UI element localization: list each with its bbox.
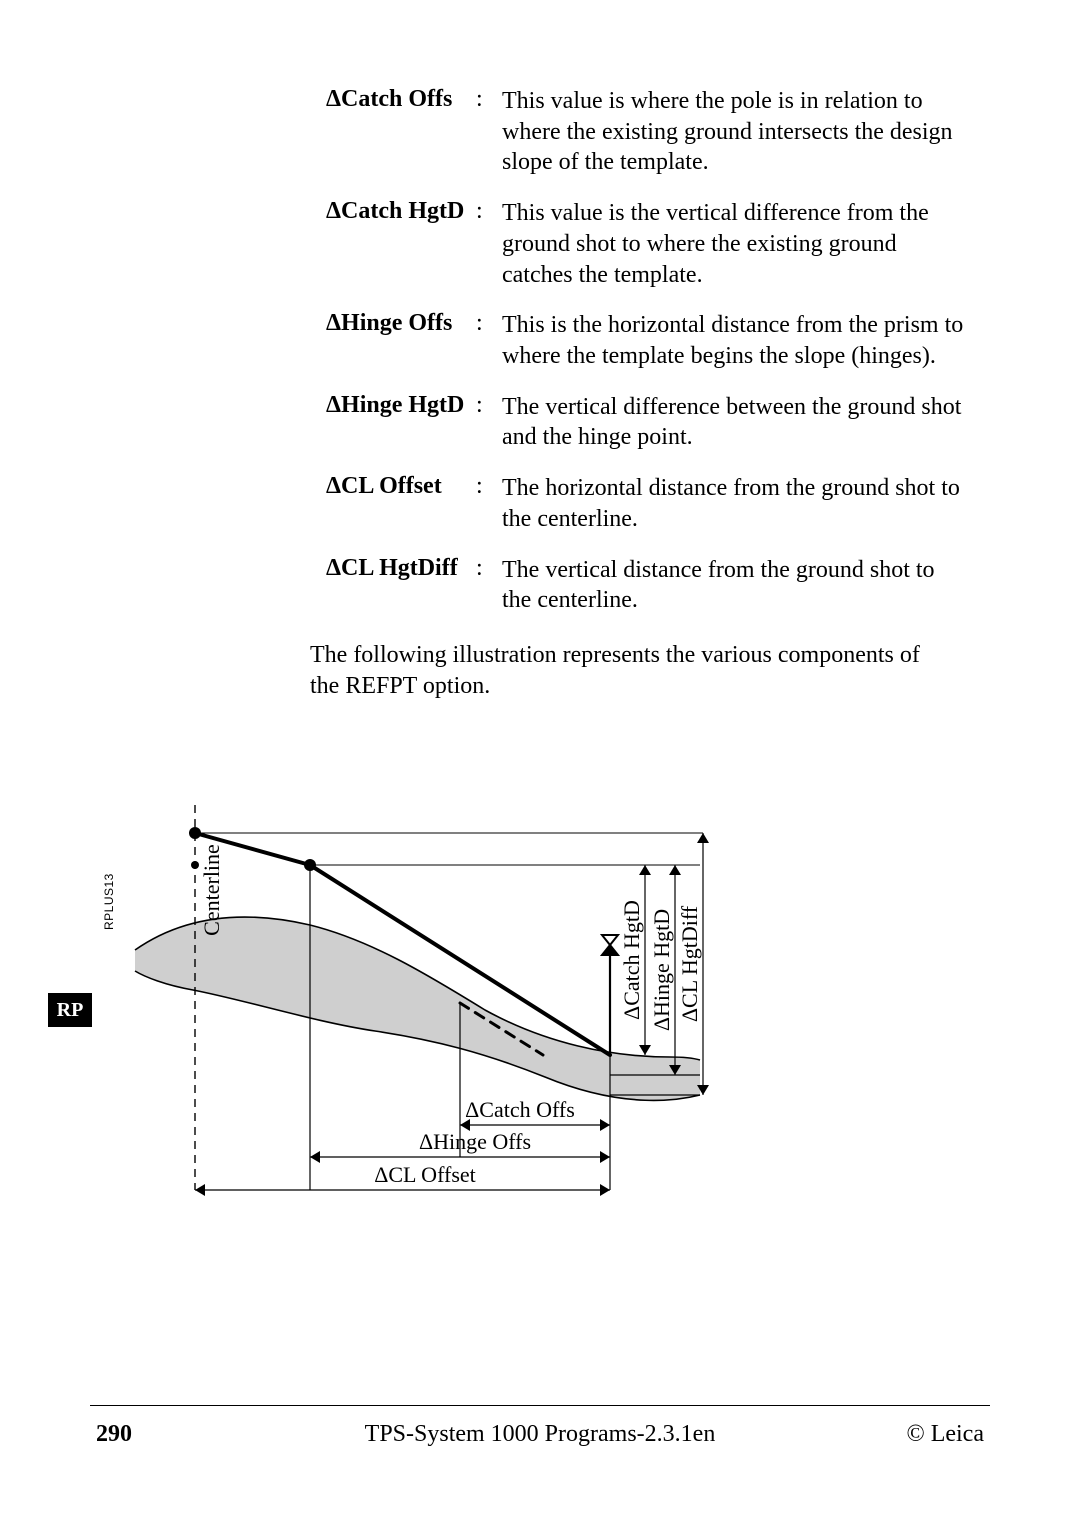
refpt-diagram: ΔCatch HgtDΔHinge HgtDΔCL HgtDiff ΔCatch … — [125, 795, 825, 1205]
definition-colon: : — [476, 310, 496, 337]
svg-text:ΔCL HgtDiff: ΔCL HgtDiff — [677, 905, 702, 1022]
definition-term: ΔHinge Offs — [326, 310, 476, 337]
svg-text:ΔCatch HgtD: ΔCatch HgtD — [619, 900, 644, 1020]
definition-colon: : — [476, 473, 496, 500]
definition-description: This is the horizontal distance from the… — [496, 310, 966, 371]
side-code: RPLUS13 — [102, 873, 116, 930]
svg-text:ΔCatch Offs: ΔCatch Offs — [465, 1097, 575, 1122]
intro-paragraph: The following illustration represents th… — [310, 640, 950, 701]
definition-term: ΔCatch HgtD — [326, 198, 476, 225]
definition-colon: : — [476, 198, 496, 225]
definition-colon: : — [476, 86, 496, 113]
definition-colon: : — [476, 392, 496, 419]
definitions-list: ΔCatch Offs:This value is where the pole… — [326, 86, 966, 636]
definition-term: ΔCL HgtDiff — [326, 555, 476, 582]
definition-term: ΔCatch Offs — [326, 86, 476, 113]
footer-copyright: © Leica — [906, 1421, 984, 1448]
definition-description: This value is the vertical difference fr… — [496, 198, 966, 290]
definition-row: ΔHinge HgtD:The vertical difference betw… — [326, 392, 966, 453]
definition-row: ΔCL Offset:The horizontal distance from … — [326, 473, 966, 534]
svg-text:Centerline: Centerline — [199, 844, 224, 936]
definition-description: This value is where the pole is in relat… — [496, 86, 966, 178]
page-footer: 290 TPS-System 1000 Programs-2.3.1en © L… — [0, 1405, 1080, 1505]
rp-tab: RP — [48, 993, 92, 1027]
svg-text:ΔHinge Offs: ΔHinge Offs — [419, 1129, 531, 1154]
svg-text:ΔHinge HgtD: ΔHinge HgtD — [649, 909, 674, 1031]
definition-description: The horizontal distance from the ground … — [496, 473, 966, 534]
definition-row: ΔCatch HgtD:This value is the vertical d… — [326, 198, 966, 290]
definition-description: The vertical distance from the ground sh… — [496, 555, 966, 616]
definition-term: ΔHinge HgtD — [326, 392, 476, 419]
footer-rule — [90, 1405, 990, 1406]
definition-row: ΔHinge Offs:This is the horizontal dista… — [326, 310, 966, 371]
definition-row: ΔCatch Offs:This value is where the pole… — [326, 86, 966, 178]
definition-description: The vertical difference between the grou… — [496, 392, 966, 453]
definition-colon: : — [476, 555, 496, 582]
definition-term: ΔCL Offset — [326, 473, 476, 500]
definition-row: ΔCL HgtDiff:The vertical distance from t… — [326, 555, 966, 616]
svg-text:ΔCL Offset: ΔCL Offset — [374, 1162, 476, 1187]
